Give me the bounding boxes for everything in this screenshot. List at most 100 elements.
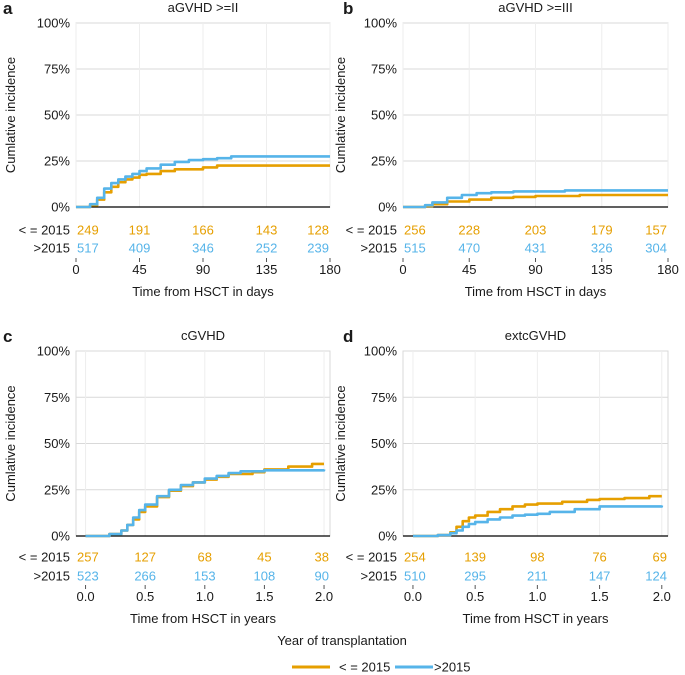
y-tick-label: 25% [371, 154, 397, 169]
y-axis-label: Cumlative incidence [333, 57, 348, 173]
risk-value: 147 [589, 569, 611, 584]
x-tick-label: 2.0 [315, 589, 333, 604]
risk-value: 191 [129, 223, 151, 238]
x-tick-label: 0.0 [404, 589, 422, 604]
risk-value: 470 [458, 241, 480, 256]
x-tick-label: 90 [196, 262, 210, 277]
panel-letter: a [3, 0, 13, 18]
risk-row-label: < = 2015 [346, 550, 397, 565]
risk-value: 157 [645, 223, 667, 238]
risk-value: 69 [653, 550, 667, 565]
x-tick-label: 45 [462, 262, 476, 277]
y-tick-label: 25% [44, 482, 70, 497]
legend-label: < = 2015 [339, 660, 390, 675]
x-tick-label: 1.0 [196, 589, 214, 604]
y-tick-label: 25% [44, 154, 70, 169]
panel-letter: b [343, 0, 353, 18]
x-tick-label: 0 [399, 262, 406, 277]
risk-value: 68 [198, 550, 212, 565]
series-line-gt2015 [413, 505, 664, 538]
y-tick-label: 50% [371, 436, 397, 451]
risk-value: 510 [404, 569, 426, 584]
risk-value: 98 [530, 550, 544, 565]
panel-c: c cGVHD 0% 25% 50% 75% 100% Cumlative incidence… [3, 327, 333, 626]
risk-value: 211 [527, 569, 548, 584]
x-tick-label: 1.5 [255, 589, 273, 604]
risk-value: 179 [591, 223, 613, 238]
risk-value: 249 [77, 223, 99, 238]
x-tick-label: 2.0 [653, 589, 671, 604]
y-tick-label: 100% [364, 16, 398, 31]
x-axis-label: Time from HSCT in years [130, 611, 276, 626]
risk-value: 515 [404, 241, 426, 256]
y-tick-label: 100% [364, 344, 398, 359]
panel-title: aGVHD >=III [498, 0, 572, 15]
x-tick-label: 0 [72, 262, 79, 277]
risk-value: 139 [464, 550, 486, 565]
panel-b: b aGVHD >=III 0% 25% 50% 75% 100% Cumlative inc… [333, 0, 679, 299]
panel-d: d extcGVHD 0% 25% 50% 75% 100% Cumlative incide… [333, 327, 671, 626]
risk-value: 239 [307, 241, 329, 256]
risk-value: 346 [192, 241, 214, 256]
y-tick-label: 50% [44, 436, 70, 451]
risk-value: 304 [645, 241, 667, 256]
x-tick-label: 1.5 [591, 589, 609, 604]
y-tick-label: 100% [37, 16, 71, 31]
y-tick-label: 0% [378, 200, 397, 215]
risk-value: 124 [645, 569, 667, 584]
risk-value: 228 [458, 223, 480, 238]
risk-value: 127 [134, 550, 156, 565]
risk-value: 90 [315, 569, 329, 584]
panel-letter: d [343, 327, 353, 346]
x-tick-label: 180 [657, 262, 679, 277]
risk-value: 409 [129, 241, 151, 256]
panel-title: extcGVHD [505, 328, 566, 343]
risk-value: 153 [194, 569, 216, 584]
risk-value: 38 [315, 550, 329, 565]
panel-letter: c [3, 327, 12, 346]
legend-title: Year of transplantation [277, 633, 407, 648]
risk-value: 256 [404, 223, 426, 238]
y-tick-label: 0% [51, 529, 70, 544]
y-axis-label: Cumlative incidence [3, 57, 18, 173]
risk-value: 326 [591, 241, 613, 256]
series-line-gt2015 [76, 155, 330, 209]
y-axis-label: Cumlative incidence [3, 385, 18, 501]
risk-value: 76 [592, 550, 606, 565]
risk-value: 431 [525, 241, 547, 256]
y-tick-label: 75% [371, 390, 397, 405]
risk-value: 266 [134, 569, 156, 584]
x-tick-label: 90 [528, 262, 542, 277]
x-tick-label: 135 [256, 262, 278, 277]
y-tick-label: 75% [371, 62, 397, 77]
risk-row-label: < = 2015 [19, 550, 70, 565]
risk-row-label: >2015 [33, 241, 70, 256]
risk-value: 252 [256, 241, 278, 256]
panel-title: cGVHD [181, 328, 225, 343]
risk-value: 203 [525, 223, 547, 238]
legend-label: >2015 [434, 660, 471, 675]
risk-value: 295 [464, 569, 486, 584]
panel-a: a aGVHD >=II 0% 25% 50% 75% 100% Cumlative inci… [3, 0, 341, 299]
risk-value: 257 [77, 550, 99, 565]
x-tick-label: 0.5 [466, 589, 484, 604]
risk-value: 45 [257, 550, 271, 565]
risk-value: 108 [254, 569, 276, 584]
y-tick-label: 50% [44, 108, 70, 123]
x-tick-label: 1.0 [528, 589, 546, 604]
panel-title: aGVHD >=II [168, 0, 239, 15]
risk-row-label: >2015 [33, 569, 70, 584]
risk-value: 143 [256, 223, 278, 238]
y-axis-label: Cumlative incidence [333, 385, 348, 501]
x-tick-label: 180 [319, 262, 341, 277]
risk-value: 517 [77, 241, 99, 256]
y-tick-label: 25% [371, 482, 397, 497]
risk-row-label: < = 2015 [346, 223, 397, 238]
legend: Year of transplantation < = 2015 >2015 [277, 633, 470, 675]
series-line-gt2015 [403, 189, 668, 209]
x-axis-label: Time from HSCT in years [463, 611, 609, 626]
risk-row-label: < = 2015 [19, 223, 70, 238]
x-tick-label: 135 [591, 262, 613, 277]
y-tick-label: 0% [378, 529, 397, 544]
